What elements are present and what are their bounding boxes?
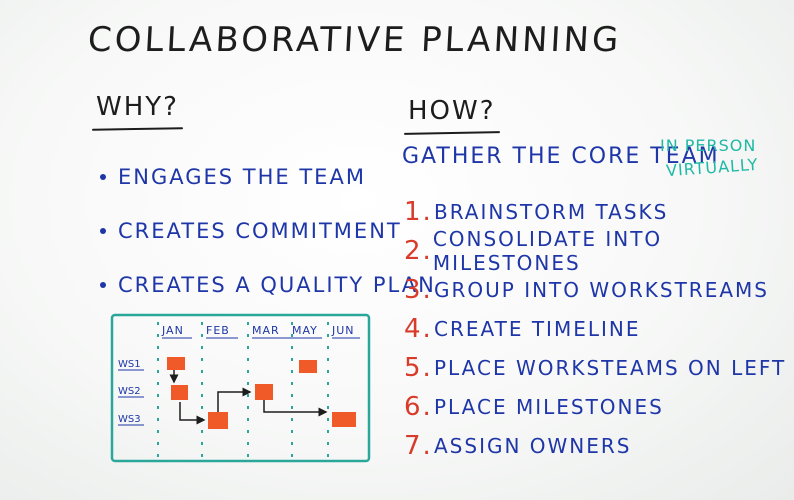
why-heading: WHY?	[96, 92, 179, 122]
step-item: 4. CREATE TIMELINE	[404, 313, 641, 344]
bullet-icon	[100, 282, 106, 288]
milestone-marker	[332, 412, 356, 427]
why-item: ENGAGES THE TEAM	[100, 150, 436, 204]
workstream-label: WS2	[118, 386, 141, 397]
workstream-label: WS3	[118, 414, 141, 425]
gather-core-team: GATHER THE CORE TEAM	[402, 144, 720, 169]
workstream-label: WS1	[118, 359, 141, 370]
milestone-marker	[171, 385, 188, 400]
month-label: FEB	[206, 324, 230, 337]
step-item: 2. CONSOLIDATE INTO MILESTONES	[404, 226, 663, 275]
milestone-marker	[299, 360, 317, 373]
step-item: 5. PLACE WORKSTEAMS ON LEFT	[404, 352, 787, 383]
month-label: MAR	[252, 324, 280, 337]
why-list: ENGAGES THE TEAM CREATES COMMITMENT CREA…	[100, 150, 436, 312]
month-label: JUN	[331, 324, 355, 337]
step-item: 3. GROUP INTO WORKSTREAMS	[404, 274, 769, 305]
milestone-marker	[255, 384, 273, 400]
step-item: 6. PLACE MILESTONES	[404, 391, 664, 422]
milestone-marker	[167, 357, 185, 370]
bullet-icon	[100, 174, 106, 180]
why-item: CREATES COMMITMENT	[100, 204, 436, 258]
why-item: CREATES A QUALITY PLAN	[100, 258, 436, 312]
step-item: 7. ASSIGN OWNERS	[404, 430, 632, 461]
bullet-icon	[100, 228, 106, 234]
milestone-marker	[208, 412, 228, 429]
step-item: 1. BRAINSTORM TASKS	[404, 196, 669, 227]
how-heading: HOW?	[408, 96, 496, 126]
timeline-sketch: JAN FEB MAR MAY JUN WS1 WS2 WS3	[110, 313, 371, 463]
mode-in-person: IN PERSON	[660, 136, 757, 155]
timeline-frame	[110, 313, 371, 463]
whiteboard-title: COLLABORATIVE PLANNING	[86, 20, 623, 60]
month-label: MAY	[292, 324, 318, 337]
how-steps: 1. BRAINSTORM TASKS 2. CONSOLIDATE INTO MI…	[404, 192, 794, 465]
month-label: JAN	[161, 324, 184, 337]
